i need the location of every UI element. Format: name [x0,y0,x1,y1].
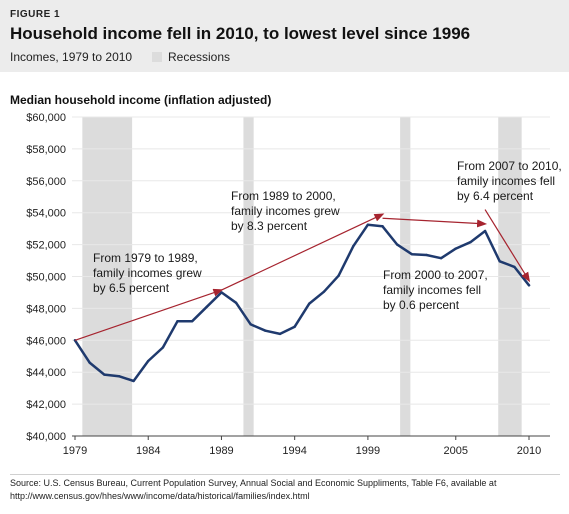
data-point-2007 [483,229,487,233]
annotation-text-0-line-0: From 1979 to 1989, [93,251,198,265]
y-tick-label-0: $40,000 [26,431,66,443]
y-tick-label-9: $58,000 [26,144,66,156]
annotation-text-2-line-1: family incomes fell [383,283,481,297]
data-point-2008 [498,260,501,263]
data-point-1992 [264,329,267,332]
x-tick-label-4: 1999 [356,445,380,457]
data-point-1985 [161,346,165,349]
line-chart: $40,000 $42,000 $44,000 $46,000 $48,000 $50,0… [26,112,562,457]
data-point-2006 [469,241,472,244]
data-point-1980 [88,361,91,364]
data-point-1990 [234,301,238,305]
annotation-text-1-line-1: family incomes grew [231,204,340,218]
data-point-1997 [337,274,340,277]
data-point-1991 [249,323,252,326]
x-tick-label-1: 1984 [136,445,160,457]
data-point-2000 [381,225,384,228]
data-point-1984 [147,359,150,363]
data-point-1983 [132,379,135,383]
annotation-arrow-3 [484,209,531,283]
annotation-text-0-line-1: family incomes grew [93,266,202,280]
x-tick-label-3: 1994 [282,445,306,457]
data-point-2010 [527,284,531,287]
y-tick-label-4: $48,000 [26,303,66,315]
data-point-1986 [176,319,179,323]
annotation-text-1-line-2: by 8.3 percent [231,219,308,233]
annotation-arrow-1 [221,213,385,291]
y-tick-label-3: $46,000 [26,335,66,347]
x-tick-label-0: 1979 [63,445,87,457]
annotation-text-3-line-0: From 2007 to 2010, [457,159,562,173]
y-axis-label: Median household income (inflation adjus… [10,93,272,107]
data-point-2005 [454,247,457,250]
x-tick-label-2: 1989 [209,445,233,457]
y-tick-label-10: $60,000 [26,112,66,124]
figure-label: FIGURE 1 [10,9,61,20]
data-point-1993 [278,332,282,336]
data-point-2002 [410,252,414,256]
chart-title: Household income fell in 2010, to lowest… [10,24,471,43]
legend-swatch-recessions [152,52,162,62]
annotation-text-1-line-0: From 1989 to 2000, [231,189,336,203]
data-point-1987 [190,319,194,323]
x-tick-label-6: 2010 [517,445,541,457]
y-tick-label-6: $52,000 [26,240,66,252]
data-point-1998 [352,244,355,248]
data-point-1988 [205,305,209,309]
y-tick-label-8: $56,000 [26,176,66,188]
data-point-2001 [395,243,399,246]
annotation-arrow-0 [74,288,224,341]
data-point-1995 [308,302,311,305]
legend: Recessions [152,50,230,64]
y-tick-label-7: $54,000 [26,208,66,220]
annotation-arrow-2 [382,217,488,228]
data-point-2004 [439,256,443,260]
annotation-text-3-line-2: by 6.4 percent [457,189,534,203]
annotation-text-0-line-2: by 6.5 percent [93,281,170,295]
x-tick-label-5: 2005 [444,445,468,457]
data-point-2003 [425,253,428,257]
data-point-2009 [513,265,516,269]
y-tick-label-2: $44,000 [26,367,66,379]
annotation-text-2-line-2: by 0.6 percent [383,298,460,312]
data-point-1989 [220,291,223,294]
source-note: Source: U.S. Census Bureau, Current Popu… [10,474,560,503]
y-tick-label-1: $42,000 [26,399,66,411]
data-point-1999 [366,223,370,226]
annotation-text-3-line-1: family incomes fell [457,174,555,188]
header-band [0,0,569,72]
data-point-1982 [117,374,121,378]
data-point-1981 [103,373,106,376]
chart-subtitle: Incomes, 1979 to 2010 [10,50,133,64]
annotation-text-2-line-0: From 2000 to 2007, [383,268,488,282]
y-tick-label-5: $50,000 [26,272,66,284]
data-point-1994 [293,325,296,328]
data-point-1996 [322,290,326,293]
legend-label-recessions: Recessions [168,50,231,64]
series-line-0 [73,223,531,383]
